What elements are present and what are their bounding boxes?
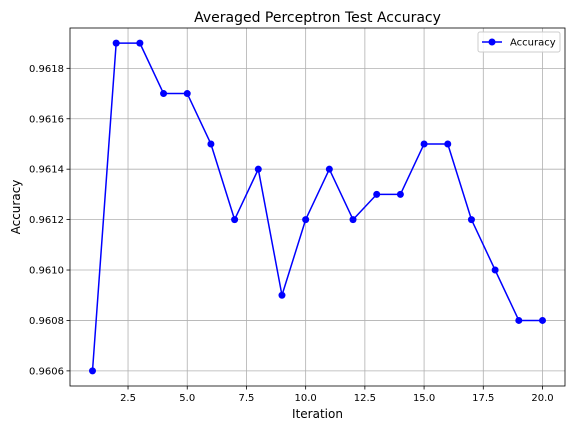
legend-marker [488, 38, 496, 46]
y-tick-label: 0.9612 [29, 215, 64, 226]
plot-frame [69, 27, 566, 387]
data-point-marker [160, 90, 168, 98]
data-point-marker [373, 190, 381, 198]
data-point-marker [183, 90, 191, 98]
y-tick-label: 0.9610 [29, 266, 64, 277]
data-point-marker [112, 39, 120, 47]
data-point-marker [207, 140, 215, 148]
legend-label: Accuracy [510, 38, 556, 49]
x-tick-label: 15.0 [413, 393, 435, 404]
x-tick-label: 20.0 [531, 393, 553, 404]
x-tick-label: 10.0 [295, 393, 317, 404]
data-point-marker [325, 165, 333, 173]
x-axis-ticks: 2.5 5.0 7.5 10.0 12.5 15.0 17.5 20.0 [120, 386, 554, 404]
data-point-marker [396, 190, 404, 198]
y-axis-label: Accuracy [9, 180, 23, 235]
y-tick-label: 0.9616 [29, 114, 64, 125]
series-line [91, 42, 543, 371]
legend-frame [477, 31, 561, 53]
data-point-marker [539, 316, 546, 324]
x-tick-label: 2.5 [120, 393, 136, 404]
x-axis-label: Iteration [292, 407, 343, 421]
data-point-marker [420, 140, 428, 148]
data-point-marker [349, 216, 357, 224]
x-tick-label: 7.5 [238, 393, 254, 404]
data-point-marker [444, 140, 452, 148]
data-point-marker [136, 39, 144, 47]
y-tick-label: 0.9614 [29, 165, 64, 176]
y-tick-label: 0.9618 [29, 64, 64, 75]
data-point-marker [231, 216, 239, 224]
x-tick-label: 17.5 [472, 393, 494, 404]
legend: Accuracy [477, 31, 561, 53]
y-axis-ticks: 0.9606 0.9608 0.9610 0.9612 0.9614 0.9616 0.96… [29, 64, 70, 377]
chart-title: Averaged Perceptron Test Accuracy [194, 10, 441, 26]
data-point-marker [89, 367, 96, 375]
y-tick-label: 0.9606 [29, 366, 64, 377]
data-point-marker [491, 266, 499, 274]
data-point-marker [467, 216, 475, 224]
data-point-marker [302, 216, 310, 224]
y-tick-label: 0.9608 [29, 316, 64, 327]
series-layer [89, 39, 546, 375]
data-point-marker [515, 316, 523, 324]
data-point-marker [278, 291, 286, 299]
data-point-marker [254, 165, 262, 173]
x-tick-label: 12.5 [354, 393, 376, 404]
x-tick-label: 5.0 [179, 393, 195, 404]
